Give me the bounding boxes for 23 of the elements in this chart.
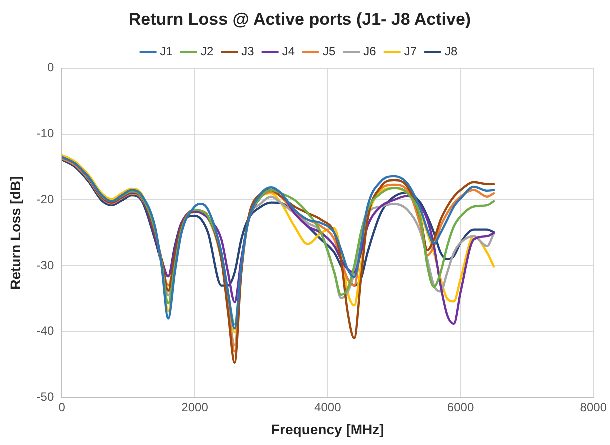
y-tick-label: -30 <box>36 258 54 272</box>
legend-label: J5 <box>323 44 336 59</box>
y-tick-label: -50 <box>36 390 54 404</box>
legend-label: J7 <box>404 44 418 59</box>
legend-label: J4 <box>282 44 296 59</box>
legend-label: J3 <box>242 44 255 59</box>
x-tick-label: 0 <box>58 400 66 414</box>
x-tick-label: 4000 <box>314 400 342 414</box>
legend-label: J1 <box>160 44 174 59</box>
chart-title: Return Loss @ Active ports (J1- J8 Active) <box>128 10 472 29</box>
y-tick-label: -20 <box>36 192 54 206</box>
legend-label: J2 <box>200 44 214 59</box>
x-tick-label: 6000 <box>447 400 474 414</box>
line-series <box>62 158 496 287</box>
legend-label: J8 <box>445 44 458 59</box>
y-axis-title: Return Loss [dB] <box>7 176 24 290</box>
x-tick-label: 2000 <box>182 400 209 414</box>
legend-label: J6 <box>364 44 377 59</box>
y-tick-label: -40 <box>36 324 54 338</box>
y-tick-label: 0 <box>47 60 54 75</box>
y-tick-label: -10 <box>36 126 54 141</box>
x-tick-label: 8000 <box>580 400 608 414</box>
x-axis-title: Frequency [MHz] <box>272 421 384 438</box>
